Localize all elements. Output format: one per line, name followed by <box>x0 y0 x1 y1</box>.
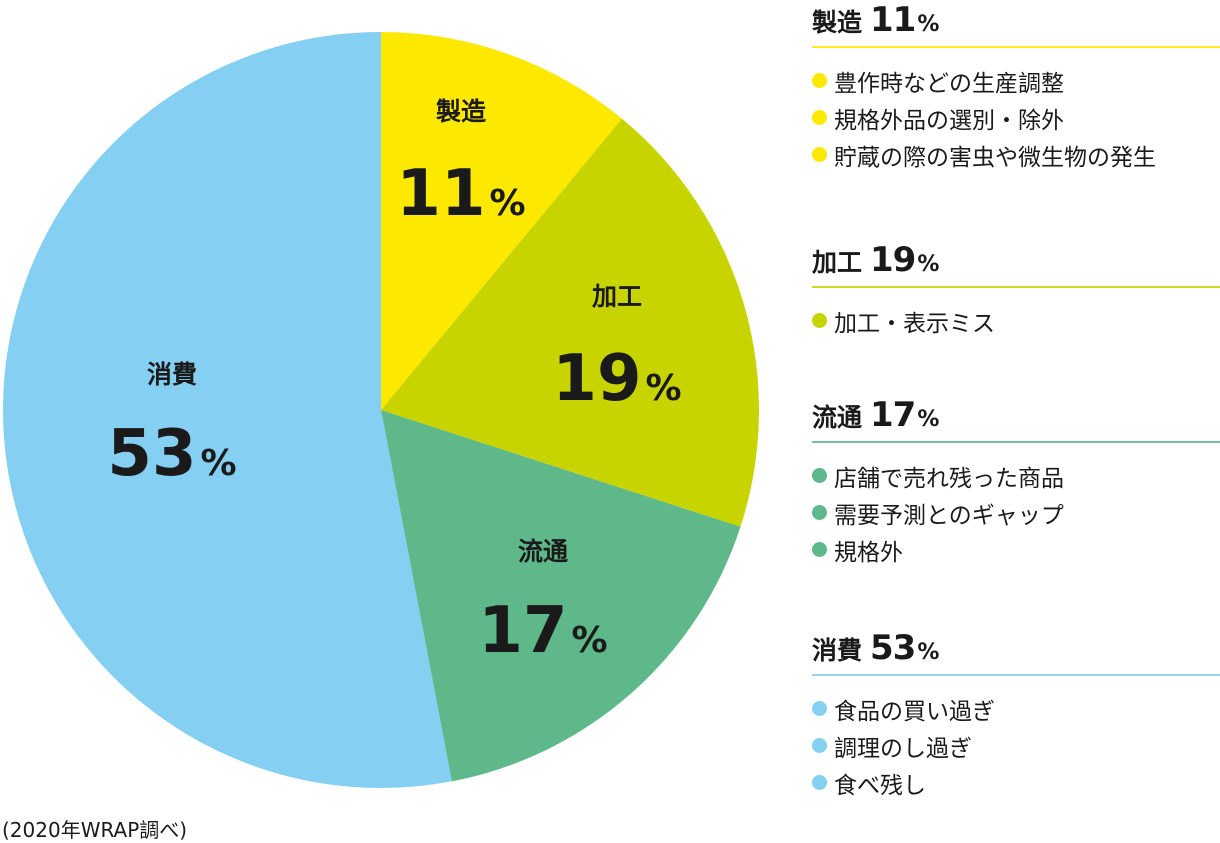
legend-divider <box>812 674 1220 676</box>
legend-group-processing: 加工 19% 加工・表示ミス <box>812 240 1220 339</box>
bullet-dot-icon <box>812 775 827 790</box>
source-note: (2020年WRAP調べ) <box>2 818 188 842</box>
legend-item-label: 調理のし過ぎ <box>834 735 972 762</box>
legend-heading: 流通 17% <box>812 395 1220 439</box>
bullet-dot-icon <box>812 738 827 753</box>
bullet-dot-icon <box>812 110 827 125</box>
legend-unit: % <box>917 12 940 37</box>
pie-slice-processing <box>381 118 760 527</box>
legend-divider <box>812 441 1220 443</box>
legend-unit: % <box>917 252 940 277</box>
slice-label-manufacturing: 製造 <box>435 97 486 126</box>
legend-item-list: 食品の買い過ぎ 調理のし過ぎ 食べ残し <box>812 690 1220 801</box>
legend-unit: % <box>917 407 940 432</box>
legend-unit: % <box>917 640 940 665</box>
bullet-dot-icon <box>812 73 827 88</box>
legend-item: 加工・表示ミス <box>812 302 1220 339</box>
legend-item: 豊作時などの生産調整 <box>812 62 1220 99</box>
legend-item: 食べ残し <box>812 764 1220 801</box>
legend-percent: 53 <box>870 628 916 668</box>
legend-title: 製造 <box>812 8 863 37</box>
legend-group-manufacturing: 製造 11% 豊作時などの生産調整 規格外品の選別・除外貯蔵の際の害虫や微生物の発生 <box>812 0 1220 173</box>
legend-item-label: 店舗で売れ残った商品 <box>834 465 1064 492</box>
legend-heading: 消費 53% <box>812 628 1220 672</box>
legend-percent: 11 <box>870 0 916 40</box>
legend-item: 貯蔵の際の害虫や微生物の発生 <box>812 136 1220 173</box>
legend-title: 消費 <box>812 636 863 665</box>
bullet-dot-icon <box>812 542 827 557</box>
legend-item-list: 豊作時などの生産調整 規格外品の選別・除外貯蔵の際の害虫や微生物の発生 <box>812 62 1220 173</box>
pie-chart: 製造 11 % 加工 19 % 流通 17 % 消費 53% <box>2 32 760 789</box>
legend-heading: 加工 19% <box>812 240 1220 284</box>
legend-item-label: 需要予測とのギャップ <box>834 502 1064 529</box>
legend-item-label: 規格外品の選別・除外 <box>834 107 1064 134</box>
legend-item-list: 加工・表示ミス <box>812 302 1220 339</box>
slice-label-distribution: 流通 <box>518 537 568 566</box>
legend-group-distribution: 流通 17% 店舗で売れ残った商品 需要予測とのギャップ 規格外 <box>812 395 1220 568</box>
slice-value-manufacturing: 11% <box>396 157 525 231</box>
legend-title: 流通 <box>812 403 863 432</box>
legend-divider <box>812 46 1220 48</box>
bullet-dot-icon <box>812 313 827 328</box>
legend-item: 調理のし過ぎ <box>812 727 1220 764</box>
legend-heading: 製造 11% <box>812 0 1220 44</box>
legend-item-label: 食べ残し <box>834 772 926 799</box>
slice-value-distribution: 17% <box>478 594 607 668</box>
bullet-dot-icon <box>812 505 827 520</box>
legend-group-consumption: 消費 53% 食品の買い過ぎ 調理のし過ぎ 食べ残し <box>812 628 1220 801</box>
slice-value-processing: 19% <box>552 342 681 416</box>
legend-title: 加工 <box>812 248 863 277</box>
legend-item: 規格外 <box>812 531 1220 568</box>
legend-percent: 19 <box>870 240 916 280</box>
legend-item: 規格外品の選別・除外 <box>812 99 1220 136</box>
legend-item: 食品の買い過ぎ <box>812 690 1220 727</box>
slice-label-processing: 加工 <box>591 282 642 311</box>
legend-percent: 17 <box>870 395 916 435</box>
bullet-dot-icon <box>812 147 827 162</box>
slice-label-consumption: 消費 <box>147 360 197 389</box>
legend-item-label: 食品の買い過ぎ <box>834 698 995 725</box>
pie-slice-manufacturing <box>381 32 622 410</box>
bullet-dot-icon <box>812 468 827 483</box>
legend-item-list: 店舗で売れ残った商品 需要予測とのギャップ 規格外 <box>812 457 1220 568</box>
pie-slice-distribution <box>381 410 741 782</box>
legend-divider <box>812 286 1220 288</box>
slice-value-consumption: 53% <box>107 417 236 491</box>
legend-item-label: 規格外 <box>834 539 903 566</box>
legend-item-label: 貯蔵の際の害虫や微生物の発生 <box>834 144 1156 171</box>
bullet-dot-icon <box>812 701 827 716</box>
legend-item-label: 豊作時などの生産調整 <box>834 70 1064 97</box>
legend-item: 店舗で売れ残った商品 <box>812 457 1220 494</box>
pie-slice-consumption <box>2 32 452 789</box>
legend-item-label: 加工・表示ミス <box>834 310 995 337</box>
legend-item: 需要予測とのギャップ <box>812 494 1220 531</box>
